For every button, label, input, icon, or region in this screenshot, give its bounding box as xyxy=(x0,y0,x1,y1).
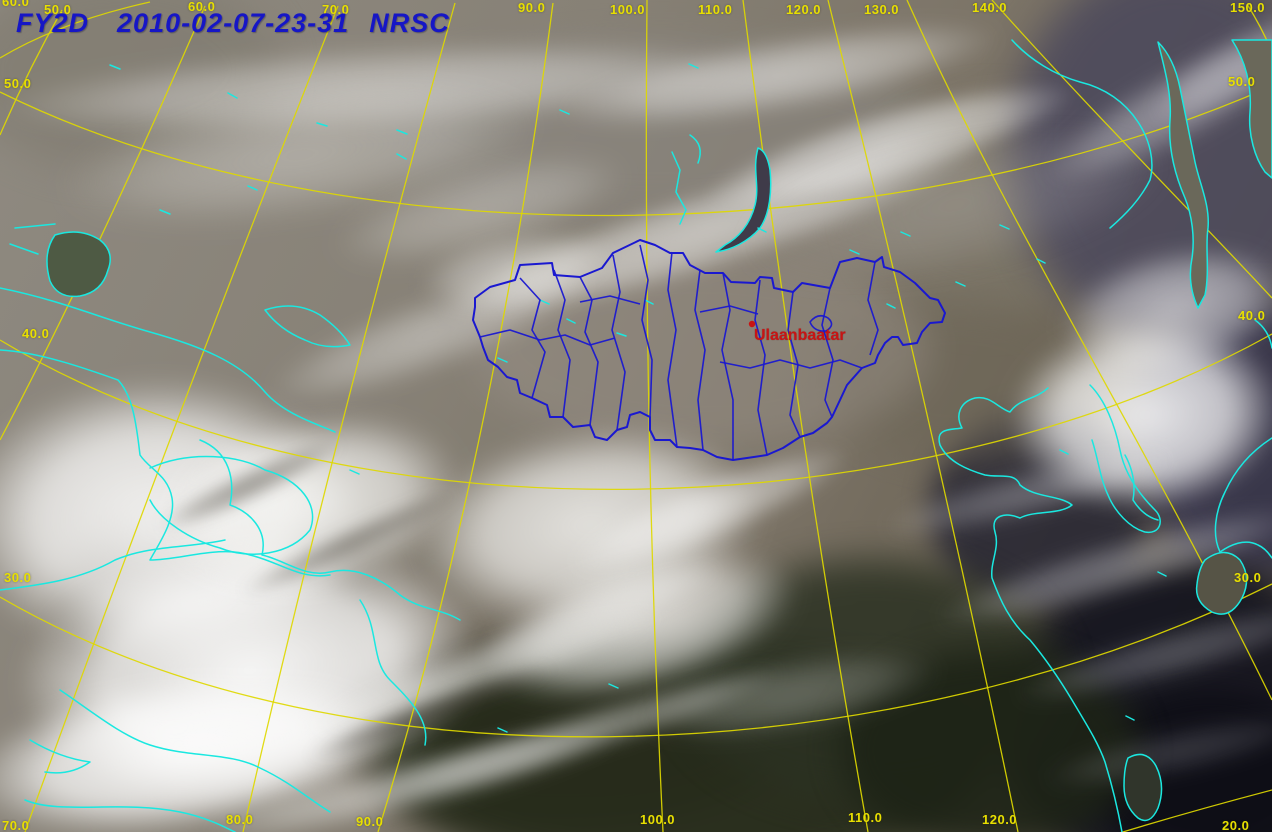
coastlines xyxy=(0,39,1272,832)
graticule-label: 30.0 xyxy=(4,570,32,585)
mongolia-boundary xyxy=(472,239,946,461)
graticule-label: 60.0 xyxy=(188,0,216,14)
graticule-label: 110.0 xyxy=(698,2,733,17)
graticule-label: 120.0 xyxy=(786,2,822,17)
graticule-label: 90.0 xyxy=(518,0,546,15)
graticule-label: 20.0 xyxy=(1222,818,1250,832)
capture-timestamp: 2010-02-07-23-31 xyxy=(117,8,350,38)
agency-name: NRSC xyxy=(369,8,450,38)
city-marker-dot xyxy=(748,320,756,328)
graticule-label: 90.0 xyxy=(356,814,384,829)
city-label-ulaanbaatar: Ulaanbaatar xyxy=(754,327,846,344)
graticule-label: 80.0 xyxy=(226,812,254,827)
satellite-name: FY2D xyxy=(16,8,90,38)
graticule-label: 50.0 xyxy=(44,2,72,17)
water-specks xyxy=(109,63,1167,733)
graticule-label: 40.0 xyxy=(22,326,50,341)
graticule-label: 120.0 xyxy=(982,812,1018,827)
graticule-label: 130.0 xyxy=(864,2,900,17)
mongolia-province-lines xyxy=(479,244,879,460)
graticule-label: 60.0 xyxy=(2,0,30,9)
graticule-label: 110.0 xyxy=(848,810,883,825)
graticule-label: 50.0 xyxy=(4,76,32,91)
graticule-label: 30.0 xyxy=(1234,570,1262,585)
graticule-label: 50.0 xyxy=(1228,74,1256,89)
image-title: FY2D 2010-02-07-23-31 NRSC xyxy=(16,8,450,39)
graticule-label: 100.0 xyxy=(640,812,676,827)
graticule-label: 100.0 xyxy=(610,2,646,17)
graticule-label: 40.0 xyxy=(1238,308,1266,323)
graticule-label: 70.0 xyxy=(322,2,350,17)
graticule-label: 70.0 xyxy=(2,818,30,832)
graticule-label: 150.0 xyxy=(1230,0,1266,15)
graticule-label: 140.0 xyxy=(972,0,1008,15)
